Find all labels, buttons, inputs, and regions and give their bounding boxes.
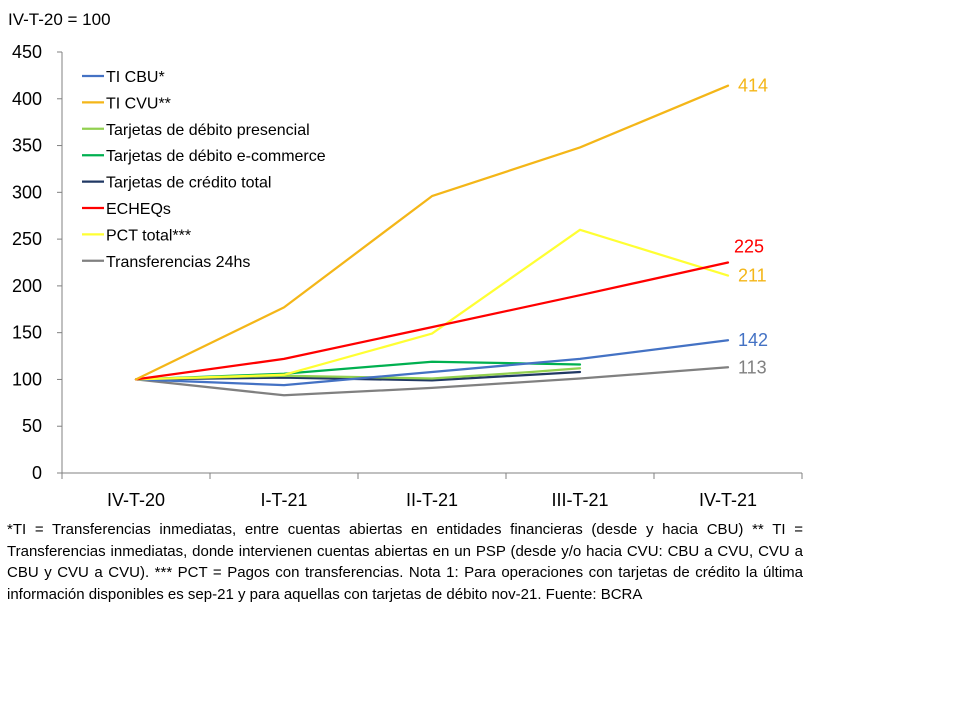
y-tick-label: 350 xyxy=(12,136,42,156)
series-line-pct-total xyxy=(134,228,730,381)
legend-item-label: PCT total*** xyxy=(106,227,191,244)
axes: 0 50 100 150 200 250 300 350 400 450 IV-T-20 I-T-21… xyxy=(12,42,803,510)
y-tick-label: 100 xyxy=(12,369,42,389)
end-labels: 142 414 225 211 113 xyxy=(734,76,768,378)
x-tick-label: IV-T-21 xyxy=(699,490,757,510)
x-tick-label: IV-T-20 xyxy=(107,490,165,510)
y-tick-label: 250 xyxy=(12,229,42,249)
legend-item-label: Tarjetas de crédito total xyxy=(106,175,271,192)
legend-item-label: Tarjetas de débito presencial xyxy=(106,122,310,139)
footnote: *TI = Transferencias inmediatas, entre c… xyxy=(7,521,803,603)
data-label-pct-total: 211 xyxy=(738,266,767,286)
legend-item-label: Transferencias 24hs xyxy=(106,254,250,271)
y-tick-label: 400 xyxy=(12,89,42,109)
y-tick-label: 50 xyxy=(22,416,42,436)
data-label-ti-cbu: 142 xyxy=(738,330,768,350)
series-line-ti-cbu xyxy=(134,339,730,387)
series-line-transferencias-24hs xyxy=(134,366,730,397)
data-label-transferencias-24hs: 113 xyxy=(738,357,767,377)
legend-item-label: ECHEQs xyxy=(106,201,171,218)
line-chart: IV-T-20 = 100 0 50 100 150 200 250 300 350 400 45… xyxy=(8,10,803,510)
series-layer xyxy=(134,84,730,397)
x-tick-label: I-T-21 xyxy=(260,490,307,510)
legend-item-label: Tarjetas de débito e-commerce xyxy=(106,148,326,165)
data-label-ti-cvu: 414 xyxy=(738,76,768,96)
unit-label: IV-T-20 = 100 xyxy=(8,10,111,29)
legend-item-label: TI CBU* xyxy=(106,69,165,86)
series-line-ti-cvu xyxy=(134,84,730,381)
series-line-echeqs xyxy=(134,261,730,381)
data-label-echeqs: 225 xyxy=(734,237,764,257)
x-tick-label: III-T-21 xyxy=(551,490,608,510)
y-tick-label: 450 xyxy=(12,42,42,62)
y-tick-label: 0 xyxy=(32,463,42,483)
y-tick-label: 200 xyxy=(12,276,42,296)
y-tick-label: 300 xyxy=(12,182,42,202)
legend: TI CBU* TI CVU** Tarjetas de débito presen… xyxy=(82,69,326,271)
legend-item-label: TI CVU** xyxy=(106,95,171,112)
x-tick-label: II-T-21 xyxy=(406,490,458,510)
y-tick-label: 150 xyxy=(12,323,42,343)
